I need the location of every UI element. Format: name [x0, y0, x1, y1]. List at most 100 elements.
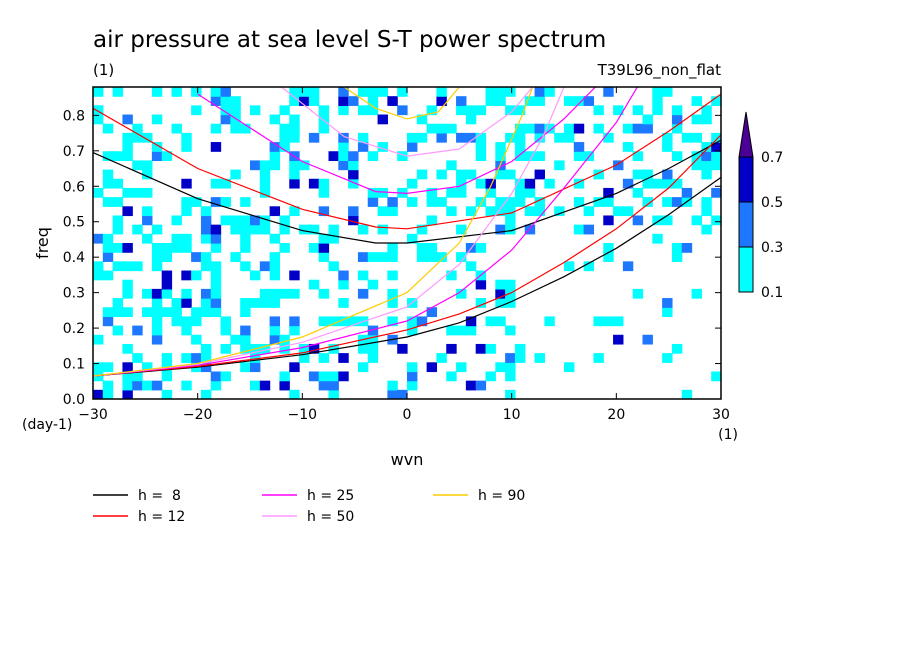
heat-cell [387, 288, 398, 299]
heat-cell [524, 96, 536, 106]
heat-cell [112, 197, 124, 207]
heat-cell [93, 371, 104, 382]
heat-cell [642, 123, 653, 134]
heat-cell [495, 169, 506, 180]
heat-cell [564, 123, 575, 134]
heat-cell [505, 215, 516, 226]
heat-cell [181, 233, 192, 244]
heat-cell [338, 160, 349, 171]
heat-cell [259, 215, 271, 226]
heat-cell [573, 224, 585, 235]
heat-cell [456, 96, 467, 106]
heat-cell [505, 353, 516, 363]
heat-cell [505, 362, 516, 373]
heat-cell [318, 206, 330, 217]
heat-cell [299, 224, 310, 235]
heat-cell [524, 151, 536, 162]
heat-cell [622, 261, 634, 272]
heat-cell [151, 298, 163, 308]
heat-cell [191, 197, 202, 207]
heat-cell [220, 343, 231, 354]
heat-cell [583, 96, 595, 106]
heat-cell [505, 87, 516, 97]
heat-cell [191, 307, 202, 318]
heat-cell [357, 87, 369, 97]
heat-cell [573, 142, 585, 152]
heat-cell [259, 169, 271, 180]
heat-cell [436, 132, 447, 143]
heat-cell [102, 197, 114, 207]
heat-cell [564, 362, 575, 373]
heat-cell [456, 187, 467, 198]
heat-cell [613, 334, 624, 345]
heat-cell [662, 215, 673, 226]
heat-cell [93, 334, 104, 345]
heat-cell [662, 87, 673, 97]
heat-cell [181, 325, 192, 336]
heat-cell [701, 206, 712, 217]
heat-cell [328, 371, 339, 382]
heat-cell [259, 261, 271, 272]
heat-cell [230, 215, 241, 226]
colorbar-label: 0.5 [761, 195, 783, 211]
heat-cell [662, 353, 673, 363]
x-axis-label: wvn [391, 450, 424, 469]
heat-cell [279, 371, 290, 382]
heat-cell [338, 96, 349, 106]
y-tick-label: 0.0 [63, 392, 85, 408]
heat-cell [191, 105, 202, 116]
heat-cell [407, 142, 418, 152]
heat-cell [456, 178, 467, 189]
heat-cell [259, 187, 271, 198]
heat-cell [191, 252, 202, 262]
heat-cell [662, 132, 673, 143]
x-tick-label: 20 [607, 407, 625, 423]
x-tick-label: −20 [183, 407, 213, 423]
heat-cell [632, 105, 644, 116]
heat-cell [387, 197, 398, 207]
heat-cell [210, 243, 222, 253]
heat-cell [426, 105, 438, 116]
heat-cell [200, 261, 212, 272]
heat-cell [564, 261, 575, 272]
heat-cell [151, 334, 163, 345]
heat-cell [259, 160, 271, 171]
heat-cell [603, 197, 614, 207]
heat-cell [269, 151, 281, 162]
heat-cell [122, 371, 133, 382]
heat-cell [357, 132, 369, 143]
heat-cell [230, 114, 241, 125]
heat-cell [328, 316, 339, 327]
heat-cell [328, 151, 339, 162]
heat-cell [318, 243, 330, 253]
heat-cell [220, 325, 231, 336]
heat-cell [93, 362, 104, 373]
heat-cell [564, 132, 575, 143]
heat-cell [102, 316, 114, 327]
heat-cell [485, 206, 496, 217]
heat-cell [348, 169, 359, 180]
heat-cell [289, 96, 300, 106]
heat-cell [112, 307, 124, 318]
heat-cell [240, 325, 251, 336]
heat-cell [407, 380, 418, 391]
heat-cell [210, 224, 222, 235]
heat-cell [200, 343, 212, 354]
heat-cell [240, 197, 251, 207]
heat-cell [583, 206, 595, 217]
heat-cell [387, 243, 398, 253]
heat-cell [593, 353, 604, 363]
heat-cell [514, 353, 526, 363]
chart-title: air pressure at sea level S-T power spec… [93, 27, 606, 53]
heat-cell [102, 123, 114, 134]
heat-cell [250, 160, 261, 171]
heat-cell [308, 343, 320, 354]
heat-cell [122, 362, 133, 373]
heat-cell [142, 215, 153, 226]
heat-cell [475, 197, 487, 207]
heat-cell [583, 224, 595, 235]
heat-cell [681, 243, 693, 253]
heat-cell [485, 96, 496, 106]
heat-cell [161, 307, 173, 318]
heat-cell [416, 114, 428, 125]
